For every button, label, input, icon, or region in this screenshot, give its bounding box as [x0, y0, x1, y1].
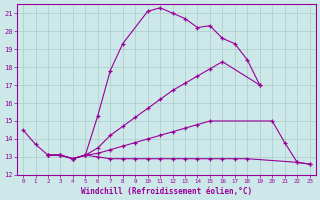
X-axis label: Windchill (Refroidissement éolien,°C): Windchill (Refroidissement éolien,°C)	[81, 187, 252, 196]
